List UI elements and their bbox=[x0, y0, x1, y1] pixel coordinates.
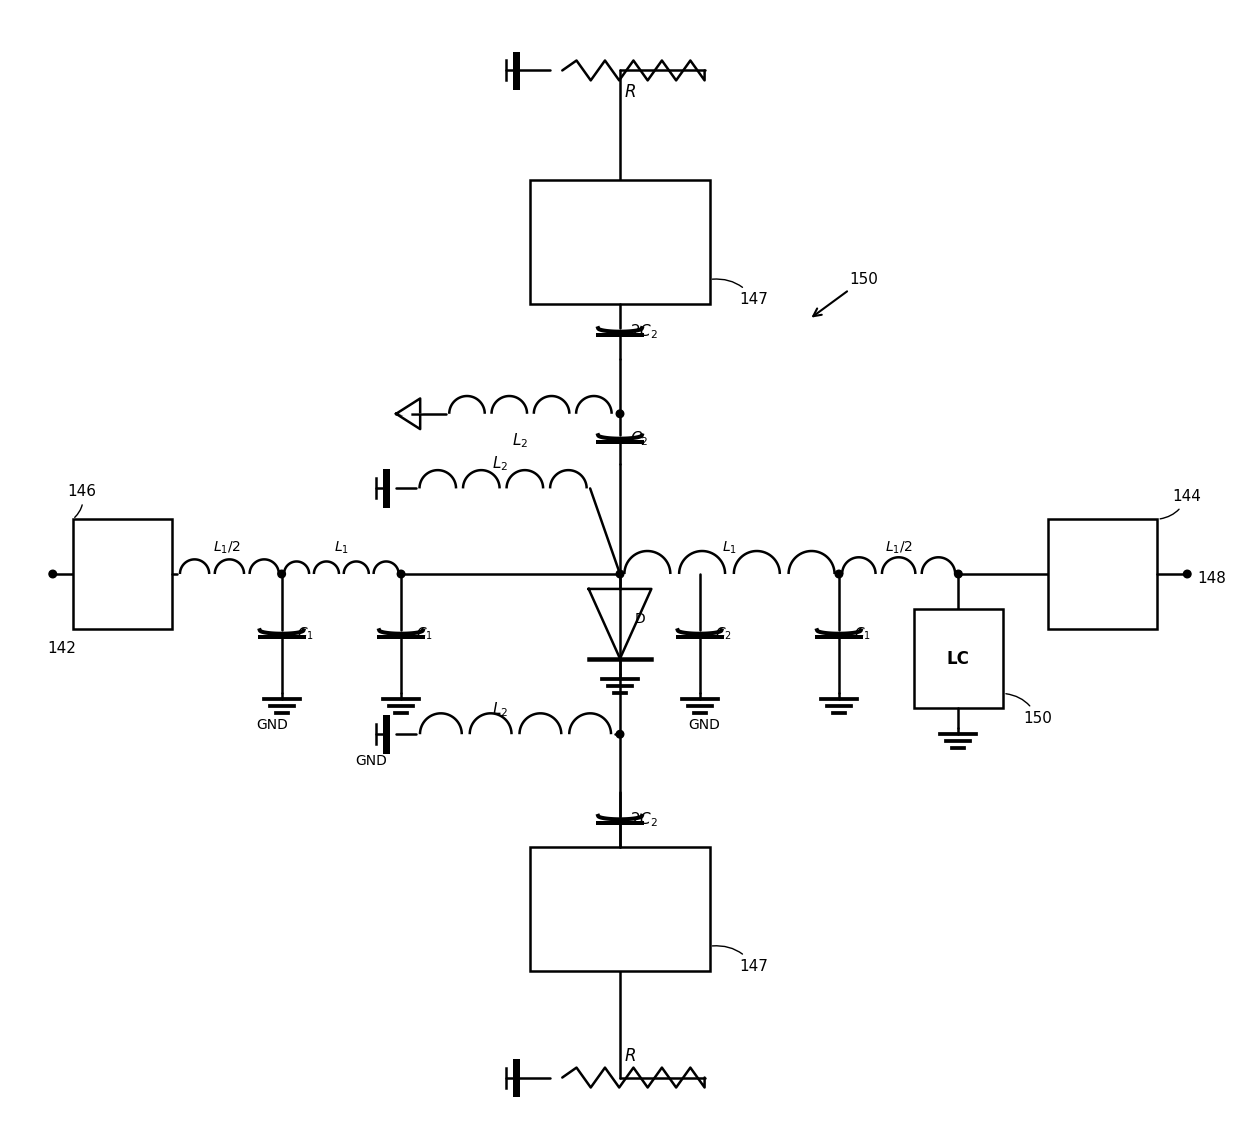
Text: $C_1$: $C_1$ bbox=[854, 626, 870, 642]
Circle shape bbox=[48, 571, 57, 577]
Text: $C_2$: $C_2$ bbox=[630, 429, 649, 448]
Text: $L_1$: $L_1$ bbox=[722, 540, 737, 556]
Circle shape bbox=[1183, 571, 1192, 577]
Text: $L_2$: $L_2$ bbox=[492, 455, 508, 473]
Text: GND: GND bbox=[255, 719, 288, 732]
Text: $L_2$: $L_2$ bbox=[492, 700, 508, 720]
Text: 142: 142 bbox=[48, 641, 77, 657]
Bar bbox=[73, 519, 172, 629]
Text: D: D bbox=[635, 612, 646, 626]
Circle shape bbox=[616, 571, 624, 577]
Text: 146: 146 bbox=[68, 484, 97, 518]
Circle shape bbox=[397, 571, 404, 577]
Text: $L_1/2$: $L_1/2$ bbox=[213, 540, 241, 556]
Bar bbox=[531, 847, 709, 971]
Bar bbox=[914, 608, 1003, 708]
Bar bbox=[531, 180, 709, 304]
Circle shape bbox=[955, 571, 962, 577]
Text: GND: GND bbox=[356, 754, 387, 768]
Bar bbox=[1048, 519, 1157, 629]
Text: 150: 150 bbox=[813, 272, 878, 316]
Text: 148: 148 bbox=[1197, 572, 1226, 587]
Circle shape bbox=[616, 410, 624, 418]
Text: $L_1/2$: $L_1/2$ bbox=[884, 540, 913, 556]
Circle shape bbox=[836, 571, 843, 577]
Text: $C_2$: $C_2$ bbox=[714, 626, 732, 642]
Text: R: R bbox=[624, 1047, 636, 1064]
Text: R: R bbox=[624, 84, 636, 101]
Text: $C_1$: $C_1$ bbox=[296, 626, 314, 642]
Text: $L_2$: $L_2$ bbox=[512, 432, 528, 450]
Text: GND: GND bbox=[688, 719, 720, 732]
Text: $2C_2$: $2C_2$ bbox=[630, 323, 658, 341]
Text: 150: 150 bbox=[1006, 693, 1052, 726]
Text: 147: 147 bbox=[712, 946, 769, 974]
Text: $C_1$: $C_1$ bbox=[415, 626, 433, 642]
Text: $L_1$: $L_1$ bbox=[334, 540, 348, 556]
Text: 147: 147 bbox=[712, 279, 769, 307]
Circle shape bbox=[616, 730, 624, 738]
Text: $2C_2$: $2C_2$ bbox=[630, 810, 658, 829]
Text: 144: 144 bbox=[1161, 489, 1202, 519]
Text: LC: LC bbox=[947, 650, 970, 668]
Circle shape bbox=[278, 571, 285, 577]
